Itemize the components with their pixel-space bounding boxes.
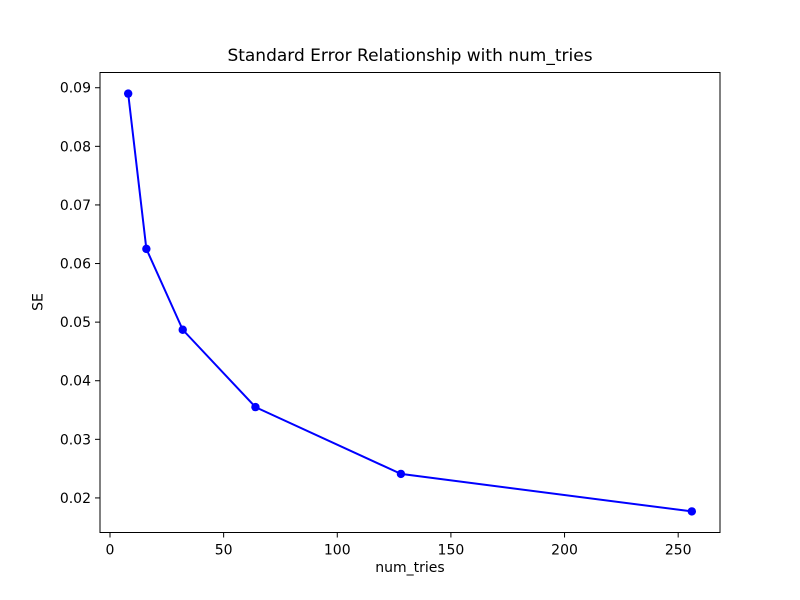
- chart-title: Standard Error Relationship with num_tri…: [227, 46, 593, 66]
- axes-frame: [99, 72, 721, 533]
- x-tick-label: 50: [215, 543, 233, 559]
- series-line: [127, 93, 692, 513]
- y-tick-label: 0.03: [60, 432, 91, 448]
- data-point-marker: [178, 325, 187, 334]
- y-axis-label: SE: [30, 293, 47, 311]
- data-point-marker: [251, 402, 260, 412]
- data-point-marker: [123, 89, 133, 98]
- y-tick-label: 0.09: [60, 81, 91, 97]
- x-tick-label: 0: [106, 543, 115, 559]
- y-tick-label: 0.08: [60, 139, 91, 155]
- x-tick-label: 250: [665, 543, 692, 559]
- x-tick-label: 200: [551, 543, 578, 559]
- x-tick-label: 100: [324, 543, 351, 559]
- data-point-marker: [396, 469, 406, 479]
- y-tick-label: 0.06: [60, 257, 91, 273]
- y-tick-label: 0.04: [60, 374, 91, 390]
- x-axis-label: num_tries: [375, 560, 445, 576]
- data-point-marker: [142, 244, 151, 254]
- y-tick-label: 0.05: [60, 315, 91, 331]
- x-tick-label: 150: [438, 543, 465, 559]
- y-tick-label: 0.07: [60, 198, 91, 214]
- data-point-marker: [687, 507, 697, 516]
- y-tick-label: 0.02: [60, 491, 91, 507]
